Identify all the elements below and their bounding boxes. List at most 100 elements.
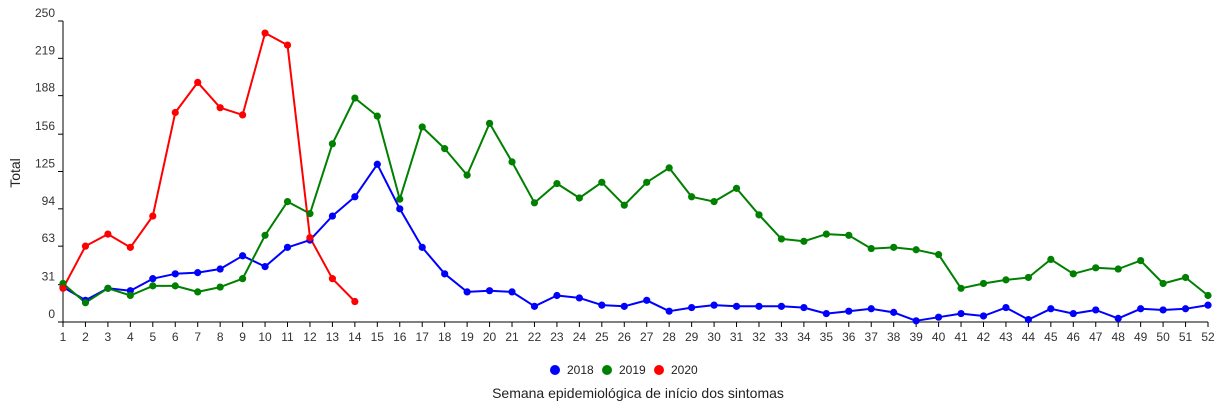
data-point-2018[interactable] [396,205,404,213]
data-point-2019[interactable] [867,244,875,253]
data-point-2018[interactable] [328,212,337,220]
data-point-2018[interactable] [1069,309,1077,318]
data-point-2019[interactable] [1047,255,1055,263]
data-point-2019[interactable] [777,235,786,243]
data-point-2019[interactable] [553,179,561,188]
data-point-2019[interactable] [1114,265,1122,273]
data-point-2018[interactable] [1002,303,1010,312]
data-point-2018[interactable] [1159,306,1167,314]
data-point-2018[interactable] [822,309,830,318]
data-point-2018[interactable] [1047,305,1055,313]
data-point-2018[interactable] [261,263,269,271]
data-point-2018[interactable] [441,270,449,278]
data-point-2018[interactable] [598,301,606,309]
data-point-2019[interactable] [1024,273,1032,282]
data-point-2019[interactable] [441,145,449,153]
data-point-2019[interactable] [306,210,314,218]
data-point-2018[interactable] [1092,306,1100,314]
data-point-2020[interactable] [126,243,134,251]
data-point-2019[interactable] [194,288,202,296]
data-point-2019[interactable] [845,231,853,239]
data-point-2019[interactable] [710,198,718,206]
data-point-2018[interactable] [1137,305,1145,313]
data-point-2018[interactable] [643,296,651,304]
data-point-2020[interactable] [261,29,269,37]
legend-item-2020[interactable]: 2020 [654,363,698,377]
data-point-2019[interactable] [351,94,359,102]
data-point-2019[interactable] [418,123,426,131]
data-point-2018[interactable] [1204,301,1212,309]
data-point-2019[interactable] [1092,264,1100,272]
data-point-2019[interactable] [1137,256,1145,265]
data-point-2018[interactable] [665,307,673,315]
data-point-2018[interactable] [890,308,898,316]
data-point-2018[interactable] [912,317,920,325]
data-point-2019[interactable] [126,291,134,300]
data-point-2018[interactable] [777,302,786,310]
data-point-2020[interactable] [283,41,292,49]
data-point-2020[interactable] [306,234,314,242]
data-point-2020[interactable] [351,297,359,306]
data-point-2018[interactable] [800,303,808,312]
data-point-2019[interactable] [81,299,90,307]
data-point-2019[interactable] [575,194,583,202]
data-point-2018[interactable] [688,303,696,312]
data-point-2018[interactable] [845,307,853,315]
data-point-2018[interactable] [934,313,943,321]
data-point-2019[interactable] [1204,291,1212,300]
data-point-2019[interactable] [755,211,763,219]
data-point-2019[interactable] [1159,279,1167,288]
data-point-2019[interactable] [396,195,404,203]
data-point-2018[interactable] [239,252,247,260]
data-point-2018[interactable] [732,302,741,310]
data-point-2020[interactable] [328,275,337,283]
data-point-2018[interactable] [553,291,561,300]
data-point-2019[interactable] [598,178,606,186]
data-point-2018[interactable] [463,288,471,296]
data-point-2019[interactable] [912,246,920,254]
data-point-2020[interactable] [239,111,247,119]
data-point-2019[interactable] [530,199,539,207]
data-point-2020[interactable] [81,242,90,250]
data-point-2018[interactable] [508,288,516,296]
data-point-2019[interactable] [822,230,830,238]
data-point-2018[interactable] [755,302,763,310]
data-point-2018[interactable] [351,193,359,201]
data-point-2018[interactable] [867,305,875,313]
data-point-2019[interactable] [373,112,381,120]
data-point-2019[interactable] [643,178,651,186]
data-point-2019[interactable] [171,282,179,290]
data-point-2020[interactable] [171,108,179,117]
data-point-2019[interactable] [485,119,494,127]
data-point-2019[interactable] [665,164,673,172]
data-point-2019[interactable] [957,284,965,292]
data-point-2020[interactable] [59,284,67,292]
data-point-2018[interactable] [620,302,628,310]
data-point-2019[interactable] [620,201,628,209]
data-point-2018[interactable] [194,269,202,277]
data-point-2020[interactable] [194,78,202,87]
data-point-2019[interactable] [732,184,741,192]
data-point-2019[interactable] [508,158,516,166]
data-point-2018[interactable] [1181,305,1190,313]
data-point-2019[interactable] [463,171,471,179]
data-point-2018[interactable] [979,312,988,320]
data-point-2018[interactable] [1024,315,1032,324]
data-point-2018[interactable] [485,287,494,295]
data-point-2020[interactable] [104,230,112,238]
legend-item-2019[interactable]: 2019 [602,363,646,377]
data-point-2020[interactable] [216,104,224,112]
data-point-2019[interactable] [149,282,157,290]
data-point-2019[interactable] [283,198,292,206]
data-point-2018[interactable] [957,309,965,318]
data-point-2018[interactable] [710,301,718,309]
data-point-2019[interactable] [261,231,269,239]
data-point-2019[interactable] [890,243,898,251]
data-point-2018[interactable] [171,270,179,278]
data-point-2019[interactable] [328,140,337,148]
data-point-2019[interactable] [1181,273,1190,282]
data-point-2019[interactable] [239,275,247,283]
data-point-2019[interactable] [1002,276,1010,284]
data-point-2018[interactable] [373,160,381,168]
data-point-2019[interactable] [688,193,696,201]
